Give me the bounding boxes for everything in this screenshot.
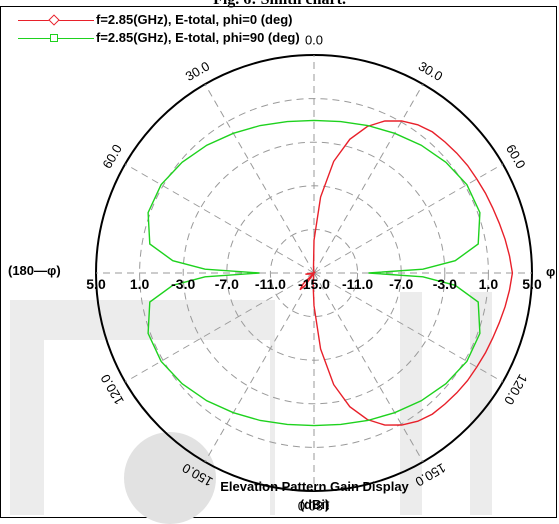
chart-title: Elevation Pattern Gain Display: [220, 479, 409, 494]
radial-tick-label-left: 5.0: [86, 276, 106, 292]
grid-spoke: [204, 83, 315, 274]
radial-tick-label-right: -7.0: [389, 276, 413, 292]
bg-shape-right: [400, 292, 422, 515]
radial-tick-label-right: 1.0: [479, 276, 499, 292]
polar-grid: [95, 54, 533, 492]
bg-shape-circle: [124, 432, 216, 524]
radial-tick-label-right: 5.0: [522, 276, 542, 292]
series-layer: [147, 119, 514, 427]
radial-tick-label-left: -3.0: [171, 276, 195, 292]
bg-shape-right2: [470, 292, 492, 515]
legend-marker-square: [50, 34, 58, 42]
left-angle-label: (180—φ): [8, 263, 61, 278]
grid-spoke: [124, 163, 315, 274]
figure-caption: Fig. 6: Smith chart.: [0, 0, 559, 9]
legend-label-phi90: f=2.85(GHz), E-total, phi=90 (deg): [96, 30, 300, 45]
series-line-0: [299, 120, 514, 426]
angle-tick-label: 30.0: [416, 58, 445, 84]
grid-spoke: [313, 272, 504, 383]
radial-tick-label-left: -15.0: [298, 276, 330, 292]
angle-tick-label: 180.0: [298, 499, 331, 514]
angle-tick-label: 60.0: [503, 142, 529, 171]
radial-tick-label-right: -11.0: [342, 276, 373, 292]
legend-label-phi0: f=2.85(GHz), E-total, phi=0 (deg): [96, 12, 293, 27]
grid-spoke: [313, 83, 424, 274]
angle-tick-label: 30.0: [183, 58, 212, 84]
radial-tick-label-left: -7.0: [215, 276, 239, 292]
angle-tick-label: 60.0: [99, 142, 125, 171]
grid-ring: [269, 228, 359, 318]
radial-tick-label-left: 1.0: [130, 276, 150, 292]
radial-tick-label-left: -11.0: [255, 276, 286, 292]
right-angle-label: φ: [546, 264, 556, 279]
chart-frame: [0, 6, 557, 518]
grid-spoke: [124, 272, 315, 383]
radial-tick-label-right: -3.0: [433, 276, 457, 292]
grid-spoke: [204, 272, 315, 463]
angle-tick-label: 0.0: [305, 32, 323, 47]
grid-ring: [182, 141, 446, 405]
grid-spoke: [313, 163, 504, 274]
series-line-1: [147, 119, 481, 427]
grid-spoke: [313, 272, 424, 463]
chart-unit: (dBi): [299, 497, 330, 512]
